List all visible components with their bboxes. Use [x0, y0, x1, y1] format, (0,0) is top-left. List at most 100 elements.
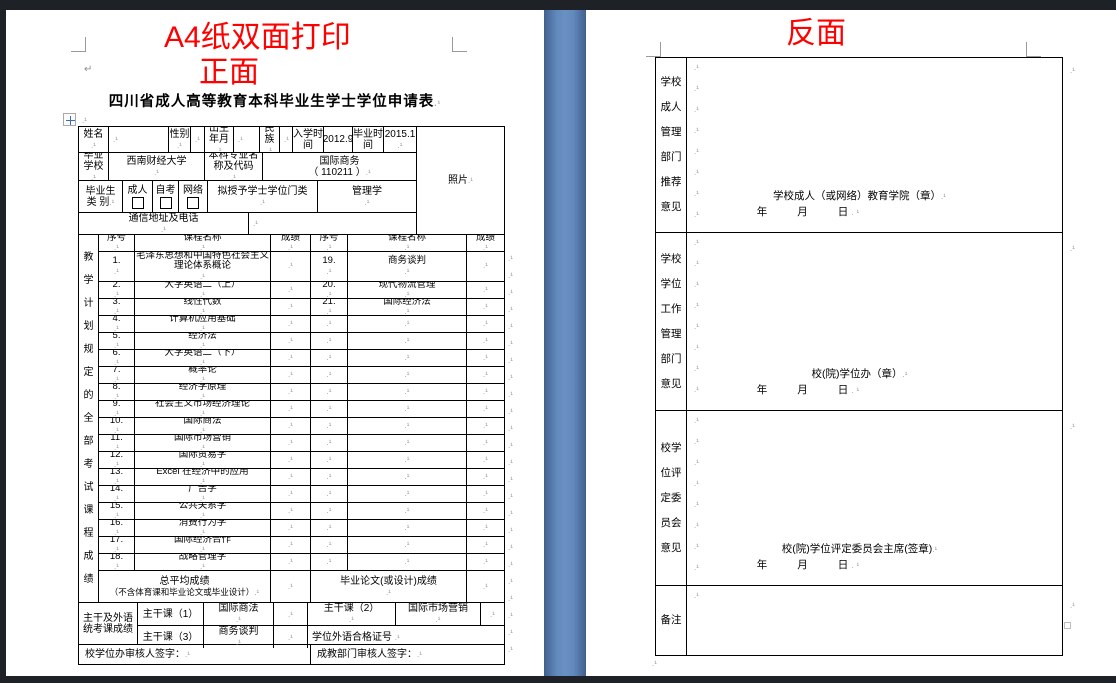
paragraph-mark: ↵ — [84, 64, 93, 75]
course-row: 18.战略管理学 — [99, 554, 504, 571]
course-name-cell — [348, 401, 467, 417]
course-no-cell — [311, 537, 348, 553]
score-cell — [467, 316, 504, 332]
back-section: 学校成人管理部门推荐意见学校成人（或网络）教育学院（章）年 月 日 — [656, 58, 1062, 233]
score-cell — [271, 333, 311, 349]
margin-mark — [71, 37, 86, 52]
score-cell — [467, 282, 504, 298]
course-name-cell — [348, 486, 467, 502]
score-cell — [467, 252, 504, 281]
course-no-cell — [311, 333, 348, 349]
course-no-cell: 3. — [99, 299, 135, 315]
margin-mark — [1026, 42, 1041, 57]
section-label: 备注 — [656, 586, 687, 655]
score-cell — [271, 554, 311, 570]
average-score-row: 总平均成绩（不含体育课和毕业论文或毕业设计） 毕业论文(或设计)成绩 — [99, 571, 504, 602]
major-value: 国际商务（ 110211 ） — [263, 153, 416, 180]
birth-label: 出生年月 — [205, 127, 234, 152]
opinions-table: 学校成人管理部门推荐意见学校成人（或网络）教育学院（章）年 月 日学校学位工作管… — [655, 57, 1063, 656]
course-no-cell: 9. — [99, 401, 135, 417]
back-side-heading: 反面 — [786, 17, 846, 50]
course-row: 12.国际贸易学 — [99, 452, 504, 469]
course-no-cell: 18. — [99, 554, 135, 570]
course-name-cell: 广告学 — [135, 486, 271, 502]
score-cell — [467, 350, 504, 366]
score-cell — [271, 435, 311, 451]
score-cell — [467, 367, 504, 383]
photo-cell: 照片 — [416, 127, 504, 234]
course-no-cell: 14. — [99, 486, 135, 502]
course-row: 16.消费行为学 — [99, 520, 504, 537]
checkbox-adult[interactable] — [131, 196, 144, 209]
course-no-cell: 20. — [311, 282, 348, 298]
category-self-cell: 自考 — [153, 181, 179, 212]
course-name-cell: 消费行为学 — [135, 520, 271, 536]
course-no-cell — [311, 435, 348, 451]
graduation-label: 毕业时间 — [353, 127, 384, 152]
page-back: 反面 学校成人管理部门推荐意见学校成人（或网络）教育学院（章）年 月 日学校学位… — [586, 10, 1116, 676]
course-no-cell — [311, 520, 348, 536]
course-no-cell: 4. — [99, 316, 135, 332]
back-section: 校学位评定委员会意见校(院)学位评定委员会主席(签章)年 月 日 — [656, 411, 1062, 586]
basic-info-section: 姓名 性别 出生年月 民族 入学时间 2012.9 毕业时间 2015.1 — [79, 127, 504, 235]
course-name-cell — [348, 333, 467, 349]
no-header: 序号 — [99, 235, 135, 251]
paragraph-mark — [652, 658, 657, 669]
score-cell — [271, 537, 311, 553]
front-side-heading: 正面 — [199, 56, 259, 89]
score-cell — [271, 469, 311, 485]
category-network-cell: 网络 — [179, 181, 208, 212]
score-cell — [467, 554, 504, 570]
score-cell — [271, 282, 311, 298]
foreign-language-cert-cell: 学位外语合格证号 — [308, 626, 504, 648]
course-name-cell: 经济法 — [135, 333, 271, 349]
course-name-cell: 公共关系学 — [135, 503, 271, 519]
date-line: 年 月 日 — [687, 204, 932, 219]
margin-mark — [452, 37, 467, 52]
course-name-cell — [348, 554, 467, 570]
main-course-2-label: 主干课（2） — [308, 603, 396, 625]
date-line: 年 月 日 — [687, 382, 932, 397]
score-cell — [467, 384, 504, 400]
course-name-cell: 国际经济法 — [348, 299, 467, 315]
category-adult-cell: 成人 — [123, 181, 153, 212]
info-row-2: 毕业学校 西南财经大学 本科专业名称及代码 国际商务（ 110211 ） — [79, 153, 416, 181]
course-no-cell — [311, 469, 348, 485]
graduation-value: 2015.1 — [384, 127, 416, 152]
enroll-label: 入学时间 — [293, 127, 324, 152]
course-name-cell — [348, 469, 467, 485]
info-row-4: 通信地址及电话 — [79, 213, 416, 234]
thesis-score-label: 毕业论文(或设计)成绩 — [311, 571, 467, 602]
course-name-cell: 毛泽东思想和中国特色社会主义理论体系概论 — [135, 252, 271, 281]
course-row: 15.公共关系学 — [99, 503, 504, 520]
course-name-cell — [348, 316, 467, 332]
score-cell — [271, 367, 311, 383]
checkbox-network[interactable] — [187, 196, 199, 209]
table-move-handle[interactable] — [63, 113, 76, 126]
score-cell — [271, 316, 311, 332]
backbone-label: 主干及外语 统考课成绩 — [79, 603, 138, 644]
course-row: 13.Excel 在经济中的应用 — [99, 469, 504, 486]
score-cell — [274, 603, 308, 625]
stamp-line: 学校成人（或网络）教育学院（章） — [687, 188, 1032, 203]
course-name-cell: 大学英语二（上） — [135, 282, 271, 298]
checkbox-self-study[interactable] — [159, 196, 172, 209]
name-value-cell — [109, 127, 169, 152]
course-no-cell: 1. — [99, 252, 135, 281]
date-line: 年 月 日 — [687, 557, 932, 572]
course-no-cell — [311, 350, 348, 366]
back-section: 学校学位工作管理部门意见校(院)学位办（章）年 月 日 — [656, 233, 1062, 411]
score-cell — [271, 401, 311, 417]
main-course-1-label: 主干课（1） — [138, 603, 204, 625]
course-name-cell — [348, 418, 467, 434]
section-body: 校(院)学位评定委员会主席(签章)年 月 日 — [687, 411, 1062, 585]
form-title: 四川省成人高等教育本科毕业生学士学位申请表 — [6, 90, 544, 111]
end-of-row-mark — [1070, 60, 1075, 78]
adult-edu-dept-sign-cell: 成教部门审核人签字： — [311, 645, 504, 664]
degree-office-sign-cell: 校学位办审核人签字： — [79, 645, 311, 664]
section-label: 校学 位评 定委 员会 意见 — [656, 411, 687, 585]
course-no-cell — [311, 418, 348, 434]
course-header-row: 序号 课程名称 成绩 序号 课程名称 成绩 — [99, 235, 504, 252]
